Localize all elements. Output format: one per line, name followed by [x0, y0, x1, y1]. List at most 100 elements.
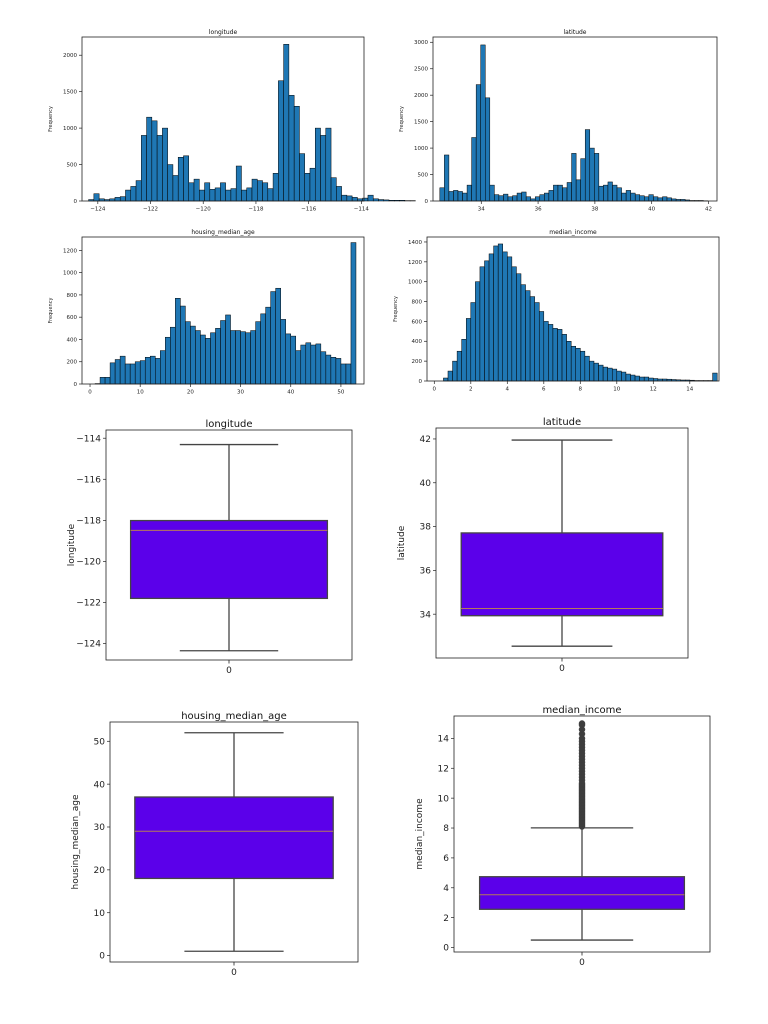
histogram-bar [185, 321, 191, 385]
histogram-bar [538, 311, 545, 382]
histogram-bar [462, 192, 468, 202]
iqr-box [460, 532, 664, 617]
histogram-bar [534, 196, 541, 202]
histogram-bar [220, 182, 226, 202]
histogram-bar [299, 153, 305, 202]
histogram-bar [497, 243, 503, 382]
y-tick-label: 1400 [408, 240, 422, 246]
histogram-bar [214, 187, 221, 202]
y-tick-label: 0 [425, 199, 429, 205]
histogram-bar [251, 178, 258, 202]
iqr-box [478, 876, 686, 910]
x-tick-label: −116 [301, 207, 317, 213]
y-axis-label: median_income [415, 798, 425, 870]
x-tick-label: 34 [478, 207, 485, 213]
histogram-bar [562, 187, 568, 202]
histogram-bar [485, 97, 491, 202]
y-tick-label: 500 [418, 172, 429, 178]
y-axis-label: longitude [67, 523, 77, 566]
histogram-bar [320, 135, 327, 202]
histogram-bar [193, 178, 200, 202]
y-tick-label: 200 [67, 360, 78, 366]
chart-svg: latitude 0 500 1000 1500 2000 2500 3000 Frequenc… [399, 29, 718, 213]
histogram-bar [607, 367, 613, 382]
histogram-bar [489, 184, 495, 202]
y-tick-label: 8 [443, 824, 449, 834]
histogram-bar [267, 188, 274, 202]
y-tick-label: 14 [438, 735, 450, 745]
histogram-bar [630, 192, 636, 202]
histogram-bar [93, 193, 100, 202]
histogram-bar [180, 305, 186, 385]
histogram-bar [167, 164, 174, 202]
y-tick-label: 1500 [63, 90, 77, 96]
y-tick-label: 10 [438, 794, 450, 804]
histogram-bar [204, 182, 211, 202]
x-tick-label: 0 [433, 387, 437, 393]
chart-svg: latitude 34 36 38 40 42 latitude 0 [397, 417, 689, 674]
histogram-latitude: latitude 0 500 1000 1500 2000 2500 3000 Frequenc… [399, 28, 723, 218]
x-tick-label: −124 [90, 207, 106, 213]
histogram-bar [521, 191, 527, 202]
histogram-bar [516, 273, 522, 382]
histogram-bar [507, 196, 513, 202]
y-tick-label: 0 [74, 199, 78, 205]
histogram-bar [330, 177, 337, 202]
histogram-bar [367, 194, 374, 202]
x-tick-label: 0 [88, 390, 92, 396]
histogram-bar [285, 333, 291, 385]
histogram-bar [575, 179, 581, 202]
histogram-bar [648, 377, 654, 382]
histogram-bar [525, 290, 531, 382]
y-tick-label: 2 [443, 914, 449, 924]
histogram-bar [507, 256, 513, 382]
histogram-bar [340, 363, 347, 385]
histogram-bar [119, 196, 126, 202]
plot-frame [109, 721, 359, 963]
histogram-bar [457, 191, 463, 202]
histogram-bar [453, 190, 459, 202]
chart-title: median_income [542, 705, 621, 716]
histogram-bar [488, 253, 494, 382]
histogram-bar [225, 189, 232, 202]
histogram-bar [566, 182, 572, 202]
histogram-bar [471, 137, 477, 202]
histogram-bar [310, 344, 317, 385]
histogram-bar [220, 320, 226, 385]
histogram-bar [544, 192, 550, 202]
histogram-bar [520, 284, 526, 382]
histogram-bar [634, 194, 641, 202]
histogram-bar [288, 95, 295, 202]
histogram-bar [215, 328, 221, 385]
histogram-bar [602, 366, 608, 382]
histogram-bar [149, 355, 156, 385]
histogram-bar [534, 302, 540, 382]
histogram-bar [561, 334, 567, 382]
histogram-bar [598, 364, 604, 382]
y-tick-label: 1200 [63, 248, 77, 254]
histogram-bar [648, 194, 654, 202]
histogram-bar [246, 187, 253, 202]
histogram-bar [230, 330, 236, 385]
histogram-bar [172, 175, 179, 202]
histogram-bar [611, 368, 618, 382]
x-tick-label: 6 [542, 387, 546, 393]
histogram-bar [314, 127, 321, 202]
y-tick-label: 600 [67, 315, 78, 321]
histogram-bar [330, 357, 337, 385]
y-tick-label: 0 [443, 944, 449, 954]
histogram-bar [325, 127, 332, 202]
histogram-bar [293, 105, 300, 202]
histogram-bar [712, 372, 718, 382]
histogram-bar [230, 188, 237, 202]
histogram-bar [621, 192, 627, 202]
histogram-bar [346, 195, 353, 202]
x-tick-label: 12 [650, 387, 657, 393]
histogram-bar [200, 334, 206, 385]
chart-svg: median_income 0 200 400 600 800 1000 1200 1400 Fr… [393, 229, 720, 393]
chart-title: longitude [209, 29, 238, 36]
histogram-bar [241, 189, 247, 202]
histogram-bar [104, 377, 111, 385]
histogram-bar [160, 350, 166, 385]
histogram-bar [125, 189, 132, 202]
